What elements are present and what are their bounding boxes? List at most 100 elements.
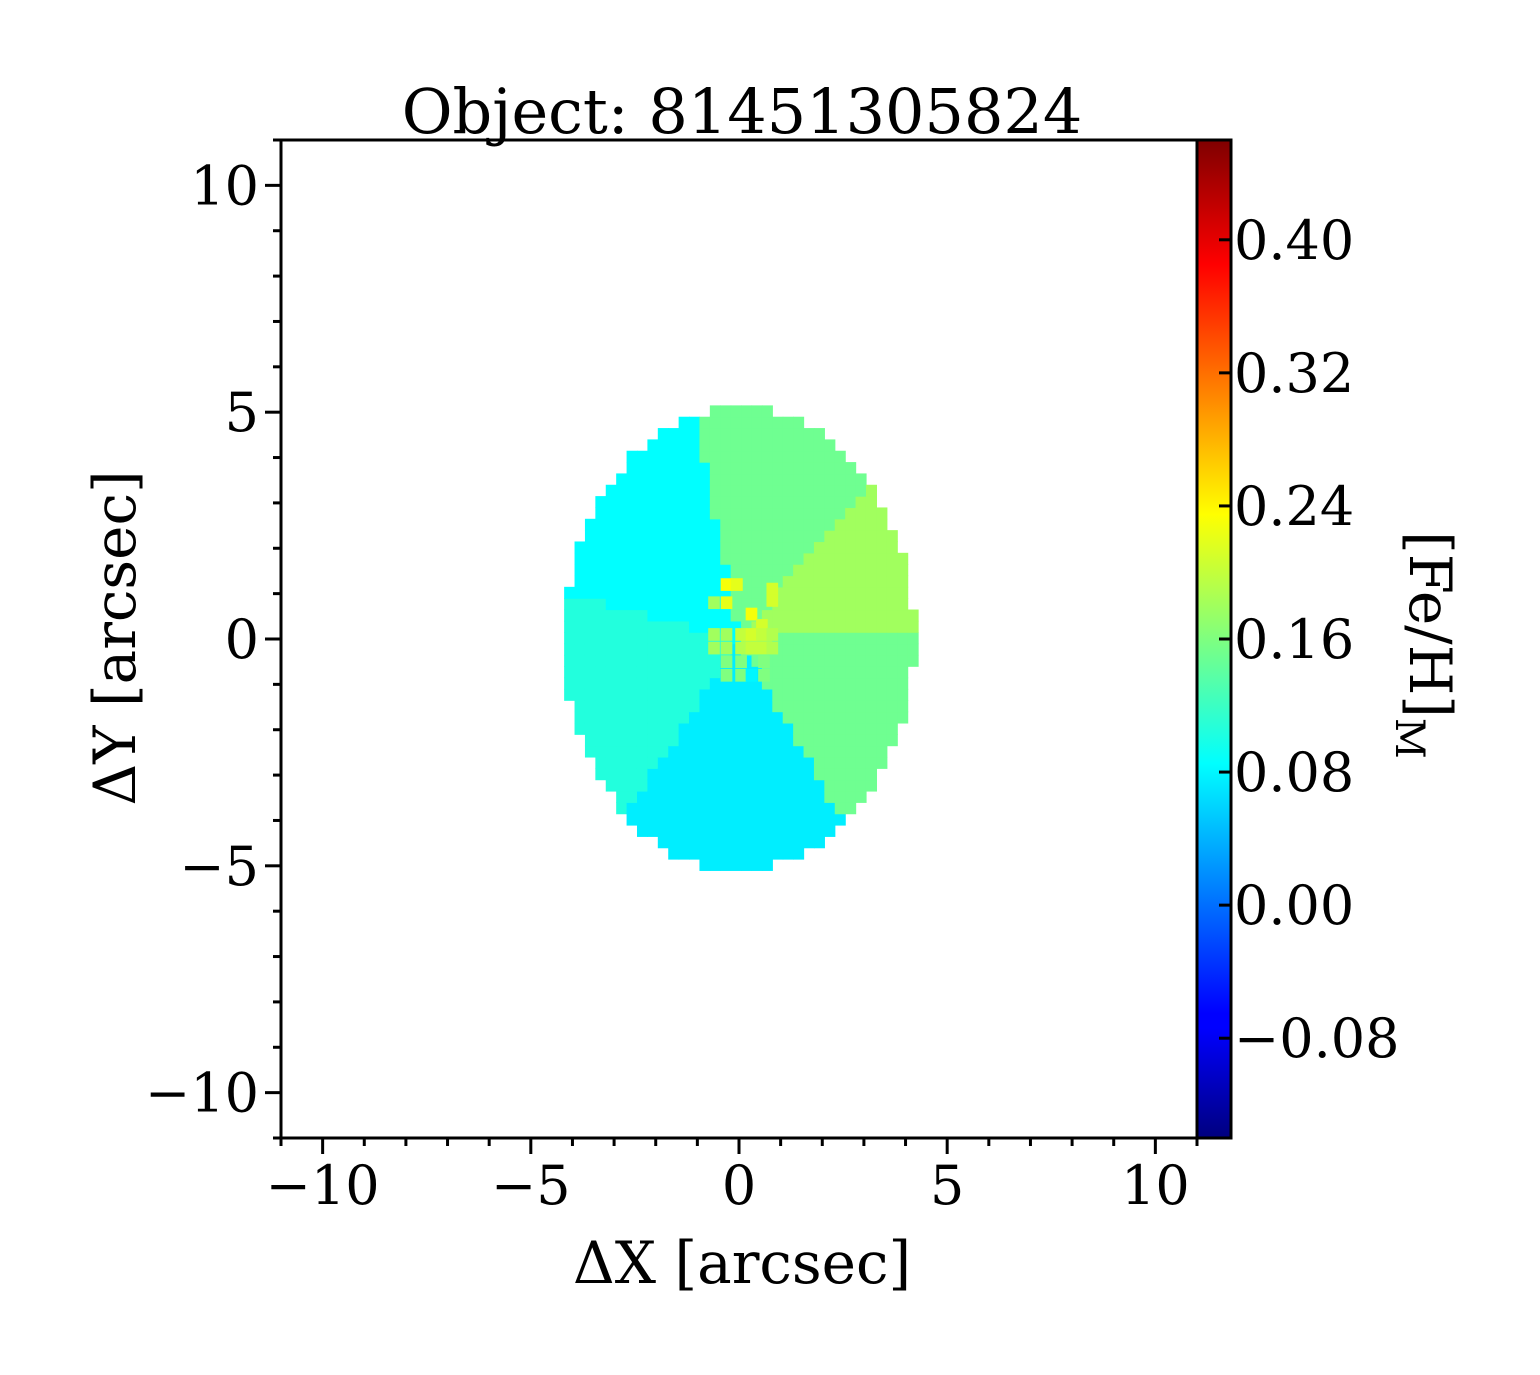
map-pixel [803, 688, 815, 701]
map-pixel [699, 484, 711, 497]
map-pixel [636, 734, 648, 747]
map-pixel [793, 847, 805, 860]
map-pixel [720, 552, 732, 565]
map-pixel [636, 756, 648, 769]
map-pixel [886, 609, 898, 622]
map-pixel [699, 790, 711, 803]
map-pixel [803, 507, 815, 520]
map-pixel [865, 688, 877, 701]
map-pixel [772, 428, 784, 440]
map-pixel [886, 722, 898, 735]
map-pixel [751, 541, 763, 554]
map-pixel [616, 564, 628, 577]
map-pixel [751, 756, 763, 769]
map-pixel [876, 688, 888, 701]
map-pixel [855, 541, 867, 554]
core-pixel [720, 596, 733, 610]
map-pixel [657, 632, 669, 645]
colorbar-tick-label: 0.08 [1234, 741, 1354, 804]
map-pixel [709, 507, 721, 520]
map-pixel [647, 790, 659, 803]
map-pixel [772, 541, 784, 554]
map-pixel [751, 530, 763, 543]
map-pixel [855, 677, 867, 690]
map-pixel [605, 677, 617, 690]
map-pixel [584, 530, 596, 543]
map-pixel [647, 688, 659, 701]
map-pixel [897, 609, 909, 622]
map-pixel [865, 552, 877, 565]
map-pixel [803, 824, 815, 837]
map-pixel [699, 552, 711, 565]
map-pixel [730, 609, 742, 622]
map-pixel [668, 643, 680, 656]
map-pixel [855, 779, 867, 792]
map-pixel [761, 439, 773, 452]
map-pixel [772, 575, 784, 588]
map-pixel [636, 586, 648, 599]
map-pixel [741, 836, 753, 849]
map-pixel [761, 507, 773, 520]
map-pixel [720, 530, 732, 543]
map-pixel [647, 598, 659, 611]
map-pixel [751, 711, 763, 724]
map-pixel [616, 484, 628, 497]
map-pixel [605, 620, 617, 633]
map-pixel [865, 654, 877, 667]
map-pixel [761, 802, 773, 815]
map-pixel [741, 416, 753, 429]
map-pixel [647, 677, 659, 690]
map-pixel [772, 564, 784, 577]
map-pixel [845, 700, 857, 713]
map-pixel [855, 609, 867, 622]
map-pixel [657, 609, 669, 622]
metallicity-map [564, 405, 919, 871]
map-pixel [793, 428, 805, 440]
map-pixel [782, 688, 794, 701]
map-pixel [824, 643, 836, 656]
map-pixel [855, 620, 867, 633]
map-pixel [772, 802, 784, 815]
map-pixel [834, 530, 846, 543]
core-pixel [766, 641, 779, 655]
map-pixel [699, 768, 711, 781]
map-pixel [699, 428, 711, 440]
map-pixel [845, 666, 857, 679]
map-pixel [709, 564, 721, 577]
map-pixel [574, 677, 586, 690]
map-pixel [709, 473, 721, 486]
map-pixel [699, 847, 711, 860]
map-pixel [709, 756, 721, 769]
map-pixel [761, 609, 773, 622]
map-pixel [605, 598, 617, 611]
map-pixel [772, 779, 784, 792]
map-pixel [834, 688, 846, 701]
map-pixel [761, 428, 773, 440]
map-pixel [845, 609, 857, 622]
map-pixel [699, 620, 711, 633]
map-pixel [803, 734, 815, 747]
map-pixel [845, 620, 857, 633]
map-pixel [647, 530, 659, 543]
map-pixel [720, 756, 732, 769]
map-pixel [751, 700, 763, 713]
map-pixel [636, 802, 648, 815]
map-pixel [907, 654, 919, 667]
map-pixel [803, 632, 815, 645]
map-pixel [772, 677, 784, 690]
map-pixel [886, 734, 898, 747]
core-pixel [745, 607, 758, 621]
core-pixel [758, 655, 770, 669]
map-pixel [709, 416, 721, 429]
map-pixel [699, 541, 711, 554]
map-pixel [772, 836, 784, 849]
map-pixel [813, 666, 825, 679]
map-pixel [647, 768, 659, 781]
map-pixel [584, 700, 596, 713]
map-pixel [636, 450, 648, 463]
map-pixel [793, 677, 805, 690]
map-pixel [793, 711, 805, 724]
map-pixel [720, 507, 732, 520]
map-pixel [647, 813, 659, 826]
map-pixel [709, 677, 721, 690]
